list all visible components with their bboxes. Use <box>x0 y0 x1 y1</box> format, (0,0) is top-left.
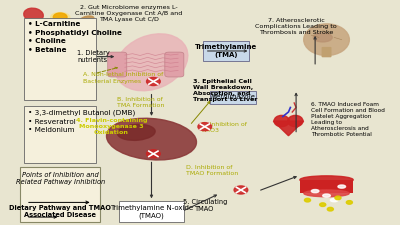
Text: C. Inhibition of
FMO3: C. Inhibition of FMO3 <box>201 122 247 133</box>
FancyBboxPatch shape <box>203 42 248 62</box>
Ellipse shape <box>51 14 70 22</box>
Text: Trimethylamine
(TMA): Trimethylamine (TMA) <box>194 44 257 57</box>
Text: 7. Atherosclerotic
Complications Leading to
Thrombosis and Stroke: 7. Atherosclerotic Complications Leading… <box>255 18 337 35</box>
Circle shape <box>198 123 212 131</box>
Ellipse shape <box>313 34 332 43</box>
Polygon shape <box>273 122 304 136</box>
Text: D. Inhibition of
TMAO Formation: D. Inhibition of TMAO Formation <box>186 164 238 176</box>
FancyBboxPatch shape <box>119 201 184 222</box>
Text: B. Inhibition of
TMA Formation: B. Inhibition of TMA Formation <box>117 97 165 108</box>
Ellipse shape <box>288 116 303 127</box>
Ellipse shape <box>24 9 43 22</box>
FancyBboxPatch shape <box>20 168 100 222</box>
Ellipse shape <box>106 119 196 160</box>
Text: Methimazole: Methimazole <box>211 93 256 99</box>
Text: Dietary Pathway and TMAO
Associated Disease: Dietary Pathway and TMAO Associated Dise… <box>9 204 111 217</box>
Text: 6. TMAO Induced Foam
Cell Formation and Blood
Platelet Aggregation
Leading to
At: 6. TMAO Induced Foam Cell Formation and … <box>311 101 385 136</box>
Circle shape <box>146 150 160 158</box>
Ellipse shape <box>304 190 349 197</box>
Text: 4. Flavin-containing
Monooxygenase 3
Oxidation: 4. Flavin-containing Monooxygenase 3 Oxi… <box>76 117 147 134</box>
Circle shape <box>146 78 160 86</box>
Ellipse shape <box>115 35 188 91</box>
FancyBboxPatch shape <box>210 91 256 105</box>
Text: Trimethylamine N-oxide
(TMAO): Trimethylamine N-oxide (TMAO) <box>110 204 193 218</box>
Ellipse shape <box>338 185 346 188</box>
Ellipse shape <box>274 116 289 127</box>
Ellipse shape <box>323 194 330 197</box>
FancyBboxPatch shape <box>300 180 353 194</box>
Text: 1. Dietary
nutrients: 1. Dietary nutrients <box>77 50 110 63</box>
Text: 3. Epithelial Cell
Wall Breakdown,
Absorption, and
Transport to Liver: 3. Epithelial Cell Wall Breakdown, Absor… <box>193 79 258 102</box>
Text: Points of Inhibition and
Related Pathway Inhibition: Points of Inhibition and Related Pathway… <box>16 171 105 184</box>
Text: 5. Circulating
TMAO: 5. Circulating TMAO <box>182 198 227 211</box>
Ellipse shape <box>300 176 353 184</box>
Text: • L-Carnitine
• Phosphatidyl Choline
• Choline
• Betaine: • L-Carnitine • Phosphatidyl Choline • C… <box>28 21 122 53</box>
Circle shape <box>320 203 326 207</box>
Circle shape <box>304 198 310 202</box>
FancyBboxPatch shape <box>322 48 332 58</box>
FancyBboxPatch shape <box>165 53 184 78</box>
Circle shape <box>53 14 67 22</box>
Circle shape <box>234 186 248 194</box>
Circle shape <box>335 196 341 200</box>
Ellipse shape <box>330 199 338 202</box>
Text: A. Non-lethal Inhibition of
Bacterial Enzymes: A. Non-lethal Inhibition of Bacterial En… <box>83 72 163 83</box>
Circle shape <box>346 201 352 204</box>
Text: • 3,3-dimethyl Butanol (DMB)
• Resveratrol
• Meldonium: • 3,3-dimethyl Butanol (DMB) • Resveratr… <box>28 109 135 133</box>
Ellipse shape <box>304 25 349 56</box>
FancyBboxPatch shape <box>24 107 96 163</box>
FancyBboxPatch shape <box>24 19 96 100</box>
Circle shape <box>327 207 333 211</box>
Ellipse shape <box>117 125 155 141</box>
FancyBboxPatch shape <box>108 53 127 78</box>
Ellipse shape <box>80 17 94 24</box>
Ellipse shape <box>311 190 319 193</box>
Text: 2. Gut Microbiome enzymes L-
Carnitine Oxygenase Cnt A/B and
TMA Lyase Cut C/D: 2. Gut Microbiome enzymes L- Carnitine O… <box>75 4 182 21</box>
